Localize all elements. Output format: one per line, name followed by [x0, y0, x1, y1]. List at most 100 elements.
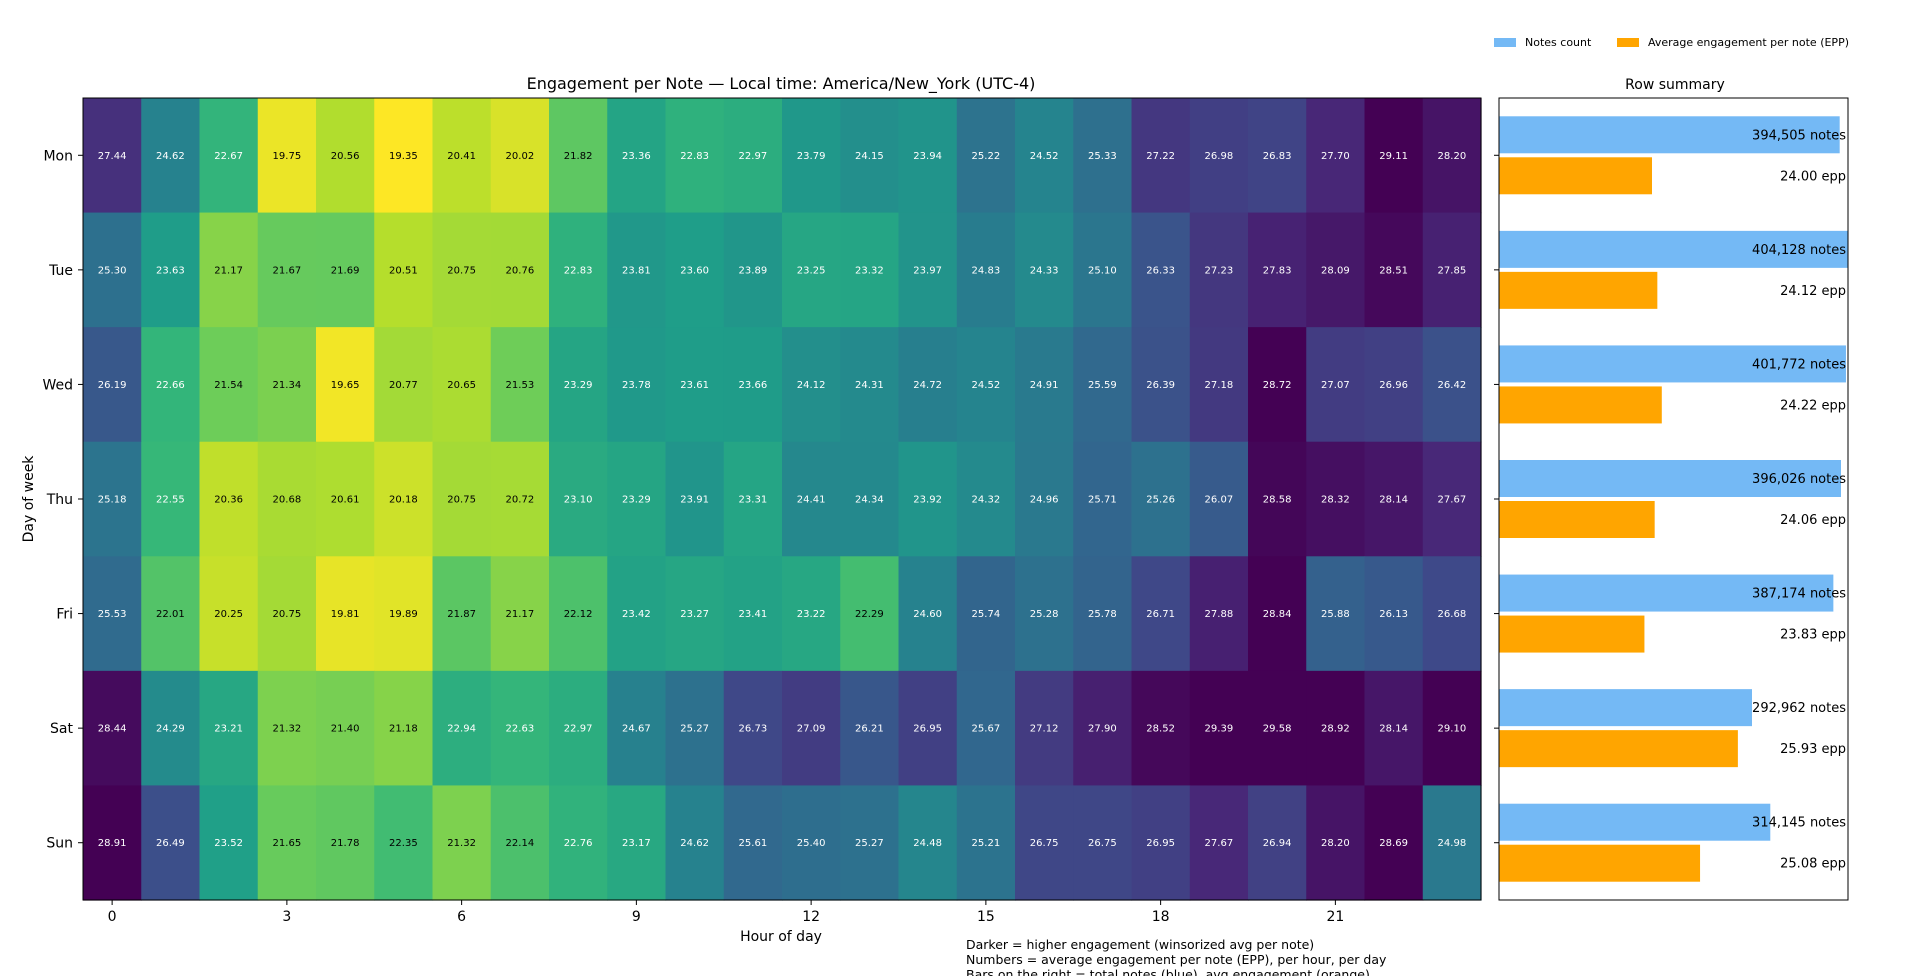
heatmap-cell-value: 28.72: [1263, 380, 1292, 391]
heatmap-cell: [1073, 327, 1133, 443]
heatmap-cell-value: 22.97: [564, 724, 593, 735]
heatmap-cell-value: 20.75: [273, 609, 302, 620]
heatmap-cell-value: 20.02: [506, 151, 535, 162]
heatmap-cell-value: 26.07: [1205, 495, 1234, 506]
heatmap-cell-value: 25.21: [972, 838, 1001, 849]
heatmap-cell-value: 27.90: [1088, 724, 1117, 735]
heatmap-cell-value: 20.68: [273, 495, 302, 506]
heatmap-cell-value: 22.63: [506, 724, 535, 735]
heatmap-cell: [374, 785, 434, 901]
row-summary-y-ticks: [1494, 154, 1499, 844]
heatmap-cell-value: 22.94: [447, 724, 476, 735]
heatmap-cell: [374, 327, 434, 443]
epp-bar: [1499, 157, 1652, 195]
heatmap-cell-value: 20.18: [389, 495, 418, 506]
heatmap-cell-value: 23.25: [797, 265, 826, 276]
y-tick-label: Thu: [46, 492, 73, 508]
heatmap-cell-value: 22.97: [739, 151, 768, 162]
heatmap-cell: [316, 670, 375, 787]
legend-label-notes: Notes count: [1525, 36, 1592, 49]
heatmap-cell: [549, 785, 608, 901]
heatmap-cell-value: 28.69: [1379, 838, 1408, 849]
epp-bar: [1499, 615, 1645, 653]
heatmap-cell: [1422, 556, 1482, 672]
heatmap-cell-value: 22.67: [214, 151, 243, 162]
heatmap-cell: [199, 441, 259, 557]
heatmap-cell: [83, 327, 142, 443]
heatmap-cell-value: 26.33: [1146, 265, 1175, 276]
heatmap-cell: [723, 785, 783, 901]
heatmap-cell-value: 24.12: [797, 380, 826, 391]
heatmap-cell-value: 21.78: [331, 838, 360, 849]
y-tick-label: Tue: [48, 263, 73, 279]
heatmap-cell: [723, 670, 783, 787]
heatmap-cell-value: 28.44: [98, 724, 127, 735]
heatmap-cell-value: 23.61: [680, 380, 709, 391]
footnote: Darker = higher engagement (winsorized a…: [966, 937, 1387, 976]
heatmap-cell: [898, 212, 958, 328]
heatmap-cell: [782, 556, 841, 672]
heatmap-cell-value: 28.14: [1379, 724, 1408, 735]
y-tick-label: Mon: [43, 148, 73, 164]
heatmap-cell-value: 23.32: [855, 265, 884, 276]
heatmap-cell-value: 23.89: [739, 265, 768, 276]
heatmap-cell-value: 25.78: [1088, 609, 1117, 620]
heatmap-cell-value: 23.66: [739, 380, 768, 391]
notes-bar-label: 394,505 notes: [1752, 128, 1846, 143]
heatmap-cell-value: 28.09: [1321, 265, 1350, 276]
notes-bar: [1499, 116, 1840, 154]
heatmap-cell-value: 27.23: [1205, 265, 1234, 276]
heatmap-cell: [665, 785, 725, 901]
epp-bar: [1499, 844, 1701, 882]
heatmap-cell-value: 23.78: [622, 380, 651, 391]
heatmap-cell: [665, 670, 725, 787]
heatmap-cell-value: 26.21: [855, 724, 884, 735]
heatmap-cell: [1073, 98, 1133, 214]
heatmap-cell-value: 25.71: [1088, 495, 1117, 506]
heatmap-cell: [1015, 785, 1074, 901]
heatmap-cell: [665, 98, 725, 214]
heatmap-cell: [83, 670, 142, 787]
heatmap-cell: [607, 441, 667, 557]
heatmap-cell-value: 24.48: [913, 838, 942, 849]
heatmap-cell: [1248, 327, 1307, 443]
heatmap-cell-value: 20.72: [506, 495, 535, 506]
heatmap-cell-value: 27.85: [1438, 265, 1467, 276]
heatmap-cell-value: 22.14: [506, 838, 535, 849]
heatmap-cell: [83, 98, 142, 214]
heatmap-cell: [723, 212, 783, 328]
heatmap-cell-value: 24.32: [972, 495, 1001, 506]
heatmap-cell-value: 19.81: [331, 609, 360, 620]
heatmap-cell-value: 24.15: [855, 151, 884, 162]
heatmap-cell-value: 26.49: [156, 838, 185, 849]
heatmap-cell-value: 26.95: [1146, 838, 1175, 849]
y-axis-label: Day of week: [21, 455, 37, 543]
heatmap-cell-value: 26.19: [98, 380, 127, 391]
y-tick-label: Sun: [46, 836, 73, 852]
heatmap-cell: [1306, 441, 1366, 557]
heatmap-cell: [607, 556, 667, 672]
heatmap-cell-value: 27.18: [1205, 380, 1234, 391]
heatmap-cell: [1015, 98, 1074, 214]
heatmap-cell-value: 22.66: [156, 380, 185, 391]
heatmap-cell: [199, 98, 259, 214]
heatmap-cell-value: 28.20: [1321, 838, 1350, 849]
heatmap-cell-value: 22.83: [564, 265, 593, 276]
heatmap-cell-value: 24.29: [156, 724, 185, 735]
notes-bar: [1499, 460, 1841, 497]
heatmap-cell: [1248, 212, 1307, 328]
heatmap-cell: [1073, 785, 1133, 901]
heatmap-cell-value: 21.32: [273, 724, 302, 735]
y-tick-label: Sat: [50, 721, 73, 737]
notes-bar-label: 314,145 notes: [1752, 816, 1846, 831]
heatmap-cell: [549, 441, 608, 557]
heatmap-cell: [1073, 556, 1133, 672]
heatmap-cell: [956, 212, 1016, 328]
heatmap-cell-value: 21.17: [214, 265, 243, 276]
heatmap-cell-value: 26.73: [739, 724, 768, 735]
notes-bar: [1499, 689, 1752, 727]
legend-label-epp: Average engagement per note (EPP): [1648, 36, 1849, 49]
heatmap-cell-value: 23.42: [622, 609, 651, 620]
heatmap-cell: [1189, 212, 1249, 328]
heatmap-cell-value: 22.12: [564, 609, 593, 620]
